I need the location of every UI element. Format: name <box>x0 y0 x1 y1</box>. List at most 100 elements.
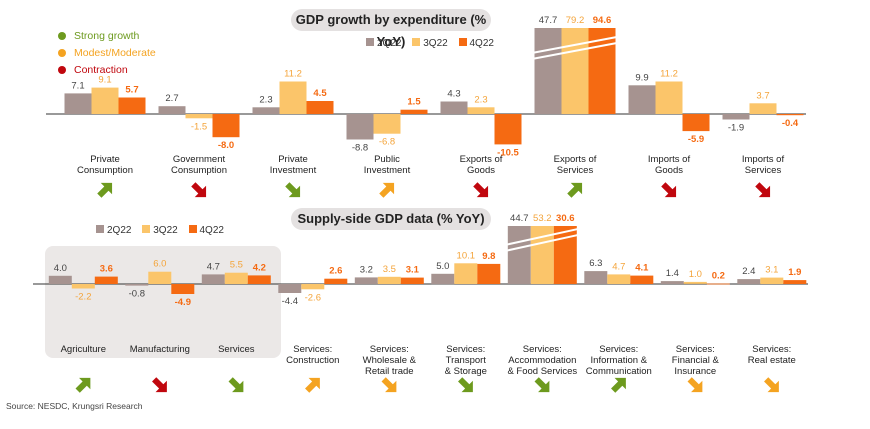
data-label: -5.9 <box>688 134 704 145</box>
category-label: Construction <box>286 355 339 366</box>
bar-2q22 <box>737 279 761 284</box>
trend-down-arrow-icon <box>661 182 677 198</box>
trend-down-arrow-icon <box>458 377 473 393</box>
bar-3q22 <box>148 271 172 284</box>
data-label: 9.1 <box>98 75 111 86</box>
data-label: 10.1 <box>457 250 476 261</box>
data-label: -8.0 <box>218 140 234 151</box>
category-label: Exports of <box>554 154 597 165</box>
axis-break-mark <box>505 227 580 246</box>
source-note: Source: NESDC, Krungsri Research <box>6 401 143 411</box>
data-label: 11.2 <box>284 69 302 80</box>
legend-swatch-2q22 <box>96 225 104 233</box>
bar-3q22 <box>607 274 631 284</box>
legend-label-4q22: 4Q22 <box>469 38 494 49</box>
bar-4q22 <box>324 278 348 284</box>
trend-down-arrow-icon <box>152 377 167 393</box>
axis-break-mark <box>532 41 618 60</box>
data-label: -4.9 <box>175 297 191 308</box>
bar-2q22 <box>278 284 302 293</box>
legend-label-2q22: 2Q22 <box>377 38 402 49</box>
bar-2q22 <box>628 85 656 114</box>
legend-label-4q22: 4Q22 <box>199 225 224 236</box>
category-label: Retail trade <box>365 366 414 377</box>
data-label: 1.0 <box>689 269 702 280</box>
category-label: Services <box>218 344 255 355</box>
data-label: -4.4 <box>282 296 298 307</box>
trend-up-arrow-icon <box>567 182 583 198</box>
trend-down-arrow-icon <box>381 377 397 393</box>
category-label: Investment <box>270 165 317 176</box>
primary-sectors-shade <box>45 246 281 358</box>
bar-4q22 <box>783 280 807 284</box>
category-label: Consumption <box>77 165 133 176</box>
data-label: 2.4 <box>742 266 755 277</box>
category-label: Consumption <box>171 165 227 176</box>
category-label: Information & <box>591 355 648 366</box>
bar-4q22 <box>247 275 271 284</box>
bar-3q22 <box>91 87 119 114</box>
legend-label-3q22: 3Q22 <box>153 225 178 236</box>
legend-label-2q22: 2Q22 <box>107 225 132 236</box>
category-label: Services: <box>446 344 485 355</box>
category-label: Services: <box>676 344 715 355</box>
bar-3q22 <box>561 28 589 114</box>
bar-3q22 <box>377 276 401 284</box>
bar-4q22 <box>400 109 428 114</box>
category-label: Agriculture <box>61 344 106 355</box>
data-label: -6.8 <box>379 137 395 148</box>
trend-down-arrow-icon <box>687 377 703 393</box>
legend-swatch-4q22 <box>188 225 197 233</box>
bar-4q22 <box>776 114 804 116</box>
data-label: 53.2 <box>533 213 552 224</box>
data-label: 3.1 <box>765 265 778 276</box>
data-label: 30.6 <box>556 213 575 224</box>
strong-dot-icon <box>58 31 66 40</box>
data-label: -1.5 <box>191 121 207 132</box>
data-label: -10.5 <box>497 147 519 158</box>
legend-swatch-3q22 <box>142 225 151 233</box>
category-label: Imports of <box>648 154 691 165</box>
trend-up-arrow-icon <box>97 182 113 198</box>
bar-4q22 <box>706 283 730 285</box>
bar-4q22 <box>682 114 710 132</box>
bar-2q22 <box>507 226 531 284</box>
bar-3q22 <box>683 281 707 284</box>
data-label: -0.4 <box>782 118 799 129</box>
data-label: 47.7 <box>539 15 558 26</box>
bar-4q22 <box>171 284 195 294</box>
trend-down-arrow-icon <box>473 182 489 198</box>
bar-4q22 <box>212 114 240 138</box>
bar-2q22 <box>431 273 455 285</box>
series-legend-top: 2Q22 3Q22 4Q22 <box>358 38 494 49</box>
category-label: Services: <box>599 344 638 355</box>
bar-2q22 <box>722 114 750 120</box>
bar-2q22 <box>354 277 378 284</box>
data-label: 4.1 <box>635 263 649 274</box>
moderate-dot-icon <box>58 48 66 57</box>
category-label: Services: <box>523 344 562 355</box>
bar-4q22 <box>477 263 501 284</box>
trend-down-arrow-icon <box>764 377 779 393</box>
bar-4q22 <box>553 226 577 284</box>
data-label: -1.9 <box>728 123 744 134</box>
bar-2q22 <box>125 284 149 286</box>
bar-4q22 <box>306 101 334 114</box>
bar-3q22 <box>279 81 307 114</box>
data-label: 4.7 <box>207 261 220 272</box>
data-label: 3.1 <box>406 265 420 276</box>
data-label: 1.4 <box>666 268 679 279</box>
data-label: -2.6 <box>305 292 321 303</box>
category-label: Manufacturing <box>130 344 190 355</box>
bar-2q22 <box>48 275 72 284</box>
bar-2q22 <box>158 106 186 114</box>
data-label: 4.7 <box>612 261 625 272</box>
category-label: Goods <box>467 165 495 176</box>
bar-4q22 <box>94 276 118 284</box>
data-label: 4.2 <box>253 262 266 273</box>
category-label: Wholesale & <box>363 355 417 366</box>
data-label: 2.6 <box>329 266 342 277</box>
data-label: 4.0 <box>54 263 67 274</box>
bar-3q22 <box>760 277 784 284</box>
trend-down-arrow-icon <box>228 377 244 393</box>
